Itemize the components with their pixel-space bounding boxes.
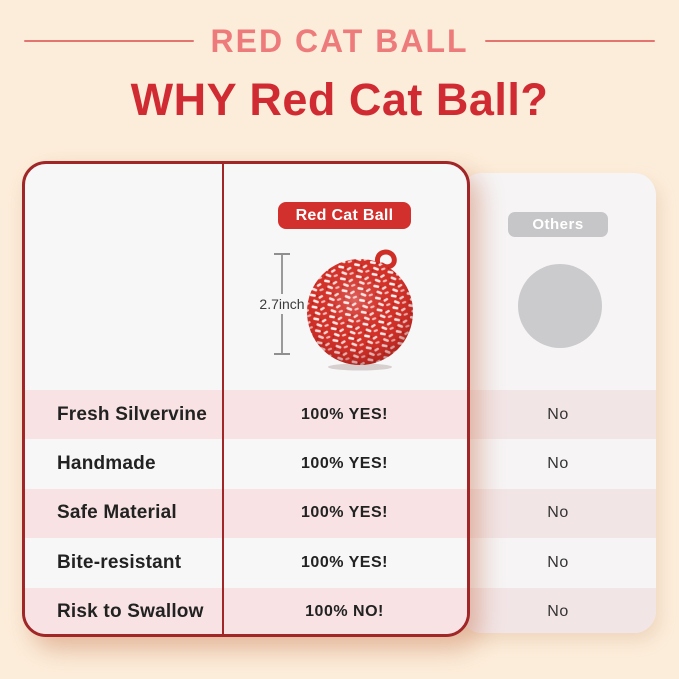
others-placeholder-circle — [518, 264, 602, 348]
table-row: Fresh Silvervine 100% YES! — [25, 390, 467, 440]
size-dimension-line: 2.7inch — [259, 253, 305, 355]
brand-divider-right — [484, 40, 656, 42]
others-card-top: Others — [460, 173, 656, 390]
others-row-safe-material: No — [460, 488, 656, 539]
feature-label: Bite-resistant — [57, 551, 182, 573]
cat-ball-image — [307, 249, 413, 371]
dimension-cap-bottom — [274, 353, 290, 355]
feature-label: Handmade — [57, 453, 156, 475]
column-divider — [222, 164, 224, 634]
table-row: Bite-resistant 100% YES! — [25, 538, 467, 588]
others-badge: Others — [508, 212, 608, 237]
product-value: 100% YES! — [301, 455, 388, 473]
others-row-handmade: No — [460, 439, 656, 489]
feature-label: Risk to Swallow — [57, 601, 204, 623]
brand-divider-left — [24, 40, 195, 42]
table-row: Safe Material 100% YES! — [25, 488, 467, 539]
others-row-fresh-silvervine: No — [460, 390, 656, 440]
size-label: 2.7inch — [259, 296, 305, 312]
table-row: Handmade 100% YES! — [25, 439, 467, 489]
others-column-card: Others No No No No No — [460, 173, 656, 633]
red-cat-ball-card: Fresh Silvervine 100% YES! Handmade 100%… — [22, 161, 470, 637]
brand-title: RED CAT BALL — [210, 22, 469, 59]
dimension-segment — [281, 314, 283, 353]
product-value: 100% NO! — [305, 603, 384, 621]
feature-label: Fresh Silvervine — [57, 403, 207, 425]
table-row: Risk to Swallow 100% NO! — [25, 587, 467, 634]
product-value: 100% YES! — [301, 405, 388, 423]
others-row-bite-resistant: No — [460, 538, 656, 588]
comparison-rows: Fresh Silvervine 100% YES! Handmade 100%… — [25, 390, 467, 634]
dimension-cap-top — [274, 253, 290, 255]
red-cat-ball-badge: Red Cat Ball — [278, 202, 411, 229]
page-title: WHY Red Cat Ball? — [130, 74, 549, 125]
feature-label: Safe Material — [57, 502, 177, 524]
others-row-risk-to-swallow: No — [460, 587, 656, 633]
product-value: 100% YES! — [301, 553, 388, 571]
brand-header: RED CAT BALL — [0, 22, 679, 59]
dimension-segment — [281, 255, 283, 294]
product-value: 100% YES! — [301, 504, 388, 522]
